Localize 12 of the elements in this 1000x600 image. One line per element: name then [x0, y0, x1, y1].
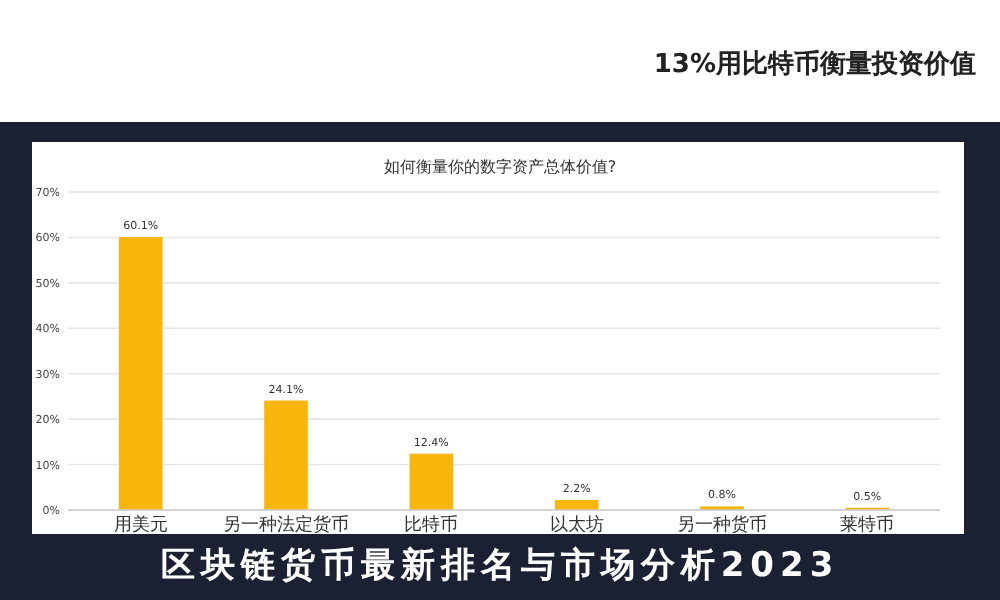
x-tick-label: 另一种法定货币 — [223, 514, 349, 536]
bar — [409, 453, 454, 510]
x-tick-label: 以太坊 — [549, 514, 604, 536]
x-tick-label: 莱特币 — [840, 514, 895, 536]
x-tick-label: 另一种货币 — [677, 514, 767, 536]
chart-title: 如何衡量你的数字资产总体价值? — [383, 158, 617, 176]
text: 13%用比特币衡量投资价值 — [653, 48, 976, 80]
x-tick-label: 比特币 — [404, 514, 459, 536]
bar — [118, 236, 163, 510]
bar — [264, 400, 308, 510]
text: 区块链货币最新排名与市场分析2023 — [160, 546, 840, 586]
x-tick-label: 用美元 — [113, 514, 168, 536]
